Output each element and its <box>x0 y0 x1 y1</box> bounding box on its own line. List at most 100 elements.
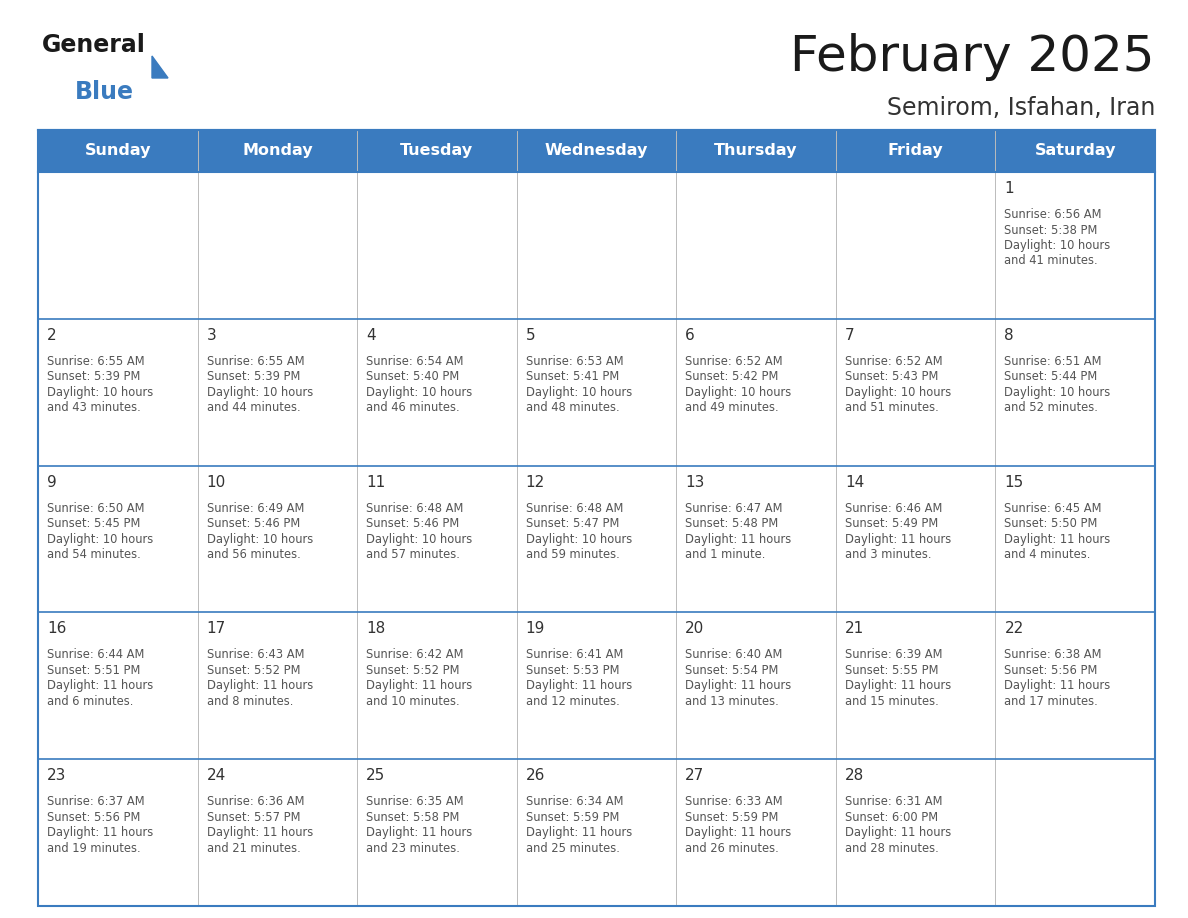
Text: and 23 minutes.: and 23 minutes. <box>366 842 460 855</box>
Text: Thursday: Thursday <box>714 143 798 159</box>
Bar <box>996 465 1155 612</box>
Text: and 15 minutes.: and 15 minutes. <box>845 695 939 708</box>
Text: Sunrise: 6:35 AM: Sunrise: 6:35 AM <box>366 795 463 808</box>
Bar <box>996 612 1155 759</box>
Bar <box>38 130 1155 906</box>
Text: Sunset: 5:40 PM: Sunset: 5:40 PM <box>366 370 460 384</box>
Text: Daylight: 11 hours: Daylight: 11 hours <box>526 679 632 692</box>
Bar <box>996 172 1155 319</box>
Text: Sunrise: 6:54 AM: Sunrise: 6:54 AM <box>366 354 463 368</box>
Text: 9: 9 <box>48 475 57 489</box>
Text: Sunset: 5:54 PM: Sunset: 5:54 PM <box>685 664 778 677</box>
Bar <box>197 465 358 612</box>
Text: Daylight: 10 hours: Daylight: 10 hours <box>366 532 473 545</box>
Text: 8: 8 <box>1004 328 1015 342</box>
Text: Daylight: 11 hours: Daylight: 11 hours <box>1004 679 1111 692</box>
Bar <box>358 172 517 319</box>
Text: Sunset: 5:45 PM: Sunset: 5:45 PM <box>48 517 140 530</box>
Bar <box>38 759 197 906</box>
Text: Sunset: 5:47 PM: Sunset: 5:47 PM <box>526 517 619 530</box>
Bar <box>836 319 996 465</box>
Text: Daylight: 11 hours: Daylight: 11 hours <box>1004 532 1111 545</box>
Text: Daylight: 10 hours: Daylight: 10 hours <box>207 386 312 398</box>
Text: 15: 15 <box>1004 475 1024 489</box>
Text: and 43 minutes.: and 43 minutes. <box>48 401 140 414</box>
Text: General: General <box>42 33 146 57</box>
Text: Wednesday: Wednesday <box>545 143 649 159</box>
Text: Sunset: 5:58 PM: Sunset: 5:58 PM <box>366 811 460 823</box>
Bar <box>517 319 676 465</box>
Text: and 6 minutes.: and 6 minutes. <box>48 695 133 708</box>
Text: and 46 minutes.: and 46 minutes. <box>366 401 460 414</box>
Text: and 13 minutes.: and 13 minutes. <box>685 695 779 708</box>
Text: 3: 3 <box>207 328 216 342</box>
Text: 22: 22 <box>1004 621 1024 636</box>
Text: Daylight: 11 hours: Daylight: 11 hours <box>366 826 473 839</box>
Text: Sunrise: 6:33 AM: Sunrise: 6:33 AM <box>685 795 783 808</box>
Bar <box>517 172 676 319</box>
Bar <box>836 172 996 319</box>
Text: 4: 4 <box>366 328 375 342</box>
Text: 19: 19 <box>526 621 545 636</box>
Text: and 8 minutes.: and 8 minutes. <box>207 695 293 708</box>
Text: 18: 18 <box>366 621 385 636</box>
Bar <box>996 759 1155 906</box>
Text: and 17 minutes.: and 17 minutes. <box>1004 695 1098 708</box>
Text: Sunset: 5:50 PM: Sunset: 5:50 PM <box>1004 517 1098 530</box>
Bar <box>836 759 996 906</box>
Text: 12: 12 <box>526 475 545 489</box>
Bar <box>358 319 517 465</box>
Text: Daylight: 11 hours: Daylight: 11 hours <box>845 826 952 839</box>
Text: Sunset: 5:41 PM: Sunset: 5:41 PM <box>526 370 619 384</box>
Bar <box>836 465 996 612</box>
Text: Sunset: 5:44 PM: Sunset: 5:44 PM <box>1004 370 1098 384</box>
Text: Sunrise: 6:50 AM: Sunrise: 6:50 AM <box>48 501 145 515</box>
Text: and 41 minutes.: and 41 minutes. <box>1004 254 1098 267</box>
Text: Sunrise: 6:36 AM: Sunrise: 6:36 AM <box>207 795 304 808</box>
Text: Sunset: 5:57 PM: Sunset: 5:57 PM <box>207 811 301 823</box>
Text: Sunrise: 6:56 AM: Sunrise: 6:56 AM <box>1004 208 1102 221</box>
Text: 25: 25 <box>366 768 385 783</box>
Bar <box>197 319 358 465</box>
Text: Blue: Blue <box>75 80 134 104</box>
Text: Sunrise: 6:52 AM: Sunrise: 6:52 AM <box>845 354 942 368</box>
Bar <box>676 759 836 906</box>
Text: Sunset: 5:59 PM: Sunset: 5:59 PM <box>685 811 778 823</box>
Text: and 4 minutes.: and 4 minutes. <box>1004 548 1091 561</box>
Text: Sunset: 5:43 PM: Sunset: 5:43 PM <box>845 370 939 384</box>
Text: and 49 minutes.: and 49 minutes. <box>685 401 779 414</box>
Text: 13: 13 <box>685 475 704 489</box>
Text: 2: 2 <box>48 328 57 342</box>
Text: Sunset: 5:56 PM: Sunset: 5:56 PM <box>48 811 140 823</box>
Text: Sunrise: 6:48 AM: Sunrise: 6:48 AM <box>526 501 623 515</box>
Text: Daylight: 11 hours: Daylight: 11 hours <box>685 532 791 545</box>
Text: Sunset: 5:39 PM: Sunset: 5:39 PM <box>48 370 140 384</box>
Text: Daylight: 10 hours: Daylight: 10 hours <box>207 532 312 545</box>
Bar <box>197 612 358 759</box>
Text: Sunrise: 6:51 AM: Sunrise: 6:51 AM <box>1004 354 1102 368</box>
Text: Sunrise: 6:53 AM: Sunrise: 6:53 AM <box>526 354 624 368</box>
Bar <box>38 172 197 319</box>
Text: 28: 28 <box>845 768 864 783</box>
Bar <box>517 465 676 612</box>
Text: Sunrise: 6:34 AM: Sunrise: 6:34 AM <box>526 795 624 808</box>
Text: 20: 20 <box>685 621 704 636</box>
Bar <box>676 172 836 319</box>
Text: Daylight: 11 hours: Daylight: 11 hours <box>207 679 312 692</box>
Bar <box>358 612 517 759</box>
Text: and 54 minutes.: and 54 minutes. <box>48 548 140 561</box>
Text: and 52 minutes.: and 52 minutes. <box>1004 401 1098 414</box>
Text: and 57 minutes.: and 57 minutes. <box>366 548 460 561</box>
Text: Daylight: 11 hours: Daylight: 11 hours <box>845 679 952 692</box>
Text: Sunset: 5:42 PM: Sunset: 5:42 PM <box>685 370 778 384</box>
Text: Sunrise: 6:45 AM: Sunrise: 6:45 AM <box>1004 501 1102 515</box>
Bar <box>358 465 517 612</box>
Bar <box>197 759 358 906</box>
Text: Sunset: 5:46 PM: Sunset: 5:46 PM <box>207 517 299 530</box>
Text: Daylight: 11 hours: Daylight: 11 hours <box>845 532 952 545</box>
Text: Sunset: 5:51 PM: Sunset: 5:51 PM <box>48 664 140 677</box>
Text: 7: 7 <box>845 328 854 342</box>
Text: Daylight: 11 hours: Daylight: 11 hours <box>685 679 791 692</box>
Text: 24: 24 <box>207 768 226 783</box>
Text: 6: 6 <box>685 328 695 342</box>
